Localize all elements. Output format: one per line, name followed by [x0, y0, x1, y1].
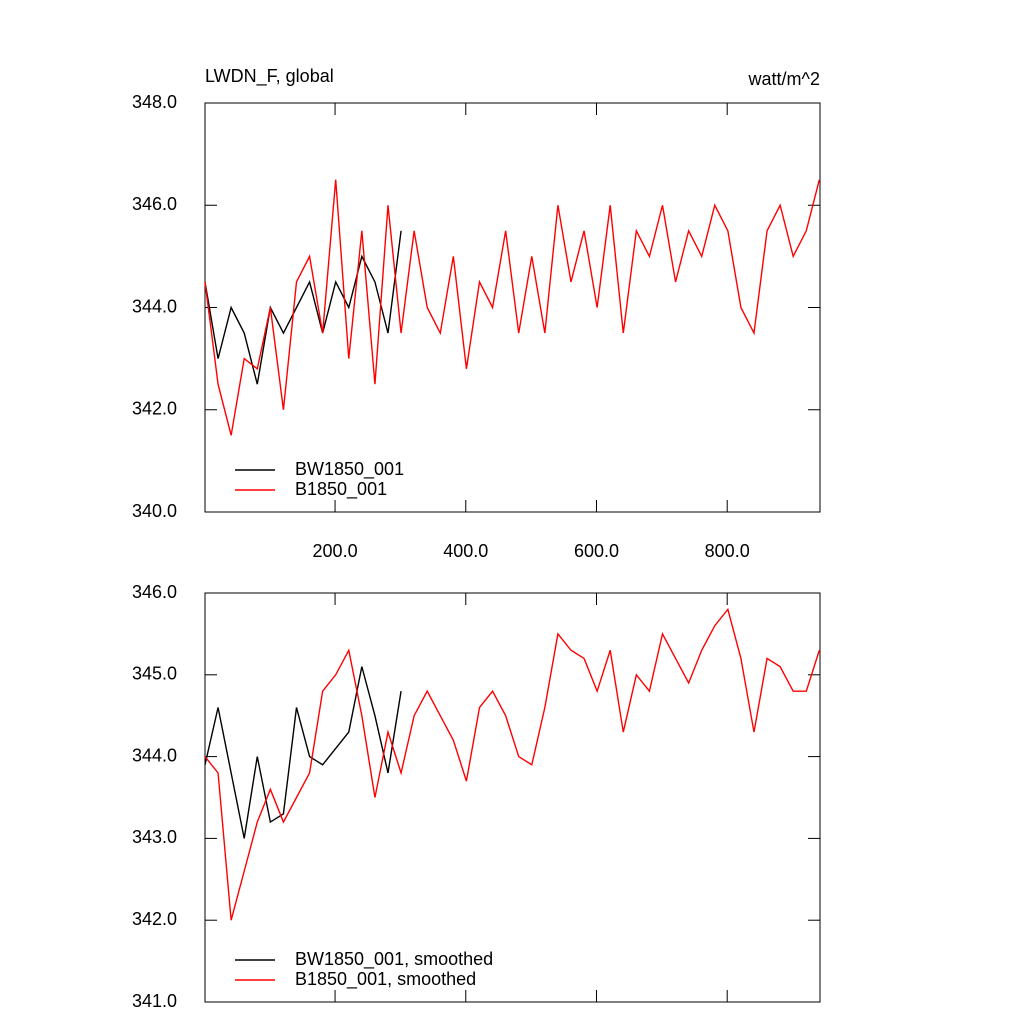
y-tick-label: 343.0: [132, 827, 177, 847]
y-tick-label: 344.0: [132, 745, 177, 765]
y-tick-label: 346.0: [132, 194, 177, 214]
y-tick-label: 348.0: [132, 92, 177, 112]
y-tick-label: 340.0: [132, 501, 177, 521]
x-tick-label: 200.0: [313, 541, 358, 561]
legend-label: BW1850_001: [295, 459, 404, 480]
plot-frame: [204, 592, 821, 1003]
series-line: [204, 666, 402, 839]
series-line: [204, 607, 821, 921]
legend-label: BW1850_001, smoothed: [295, 949, 493, 970]
y-tick-label: 342.0: [132, 399, 177, 419]
legend-label: B1850_001, smoothed: [295, 969, 476, 990]
y-tick-label: 345.0: [132, 664, 177, 684]
y-tick-label: 341.0: [132, 991, 177, 1011]
y-tick-label: 346.0: [132, 582, 177, 602]
legend-label: B1850_001: [295, 479, 387, 500]
x-tick-label: 600.0: [574, 541, 619, 561]
units-label: watt/m^2: [748, 69, 820, 89]
series-line: [204, 179, 821, 436]
chart-title: LWDN_F, global: [205, 66, 334, 87]
y-tick-label: 344.0: [132, 296, 177, 316]
x-tick-label: 400.0: [443, 541, 488, 561]
x-tick-label: 800.0: [705, 541, 750, 561]
series-line: [204, 230, 402, 385]
y-tick-label: 342.0: [132, 909, 177, 929]
